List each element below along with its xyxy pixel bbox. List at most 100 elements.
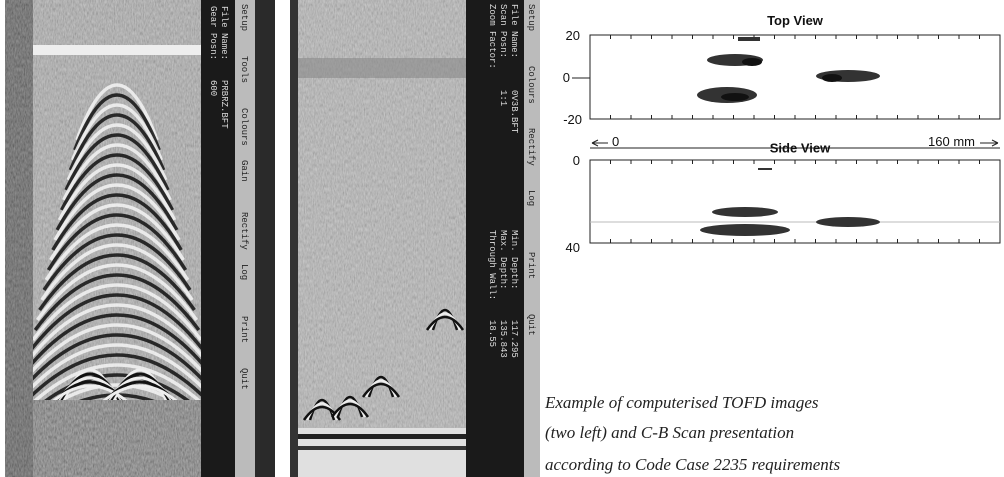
panel-label: Scan Posn: [498, 4, 508, 58]
panel-label: File Name: [509, 4, 519, 58]
y-label: 40 [566, 240, 580, 255]
top-view-frame [589, 34, 1001, 120]
side-view-frame [589, 159, 1001, 244]
menu-item: Log [239, 264, 249, 280]
menu-item: Setup [239, 4, 249, 31]
y-label: 0 [573, 153, 580, 168]
top-view-title: Top View [767, 13, 824, 28]
menu-item: Gain [239, 160, 249, 182]
arc [57, 163, 177, 221]
panel-label: File Name: [219, 6, 229, 60]
arc [33, 343, 201, 389]
arc [35, 263, 199, 322]
arc [38, 253, 196, 312]
arc [55, 173, 179, 231]
arc [431, 308, 459, 331]
arc [33, 273, 201, 332]
arc [104, 372, 176, 411]
arc [75, 83, 159, 141]
menu-item: Quit [239, 368, 249, 390]
scan-border [290, 0, 298, 477]
lateral-wave [33, 45, 201, 55]
arc [108, 368, 172, 411]
arc [308, 398, 336, 421]
arc [361, 382, 401, 398]
caption-line: Example of computerised TOFD images [544, 393, 819, 412]
arc [42, 233, 192, 291]
arc [33, 293, 201, 351]
panel-value: 18.55 [487, 320, 497, 347]
menu-item: Tools [239, 56, 249, 83]
arc [33, 303, 201, 358]
arc [68, 113, 166, 171]
panel-value: 1:1 [498, 90, 508, 106]
arc [60, 153, 174, 211]
x-label: 160 mm [928, 134, 975, 149]
panel-label: Max. Depth: [498, 230, 508, 289]
caption-line: according to Code Case 2235 requirements [545, 455, 840, 474]
tofd-scan-2: File Name:Scan Posn:Zoom Factor: 0V3B.BFT… [290, 0, 540, 477]
arc [425, 315, 465, 331]
panel-value: PRBRZ.BFT [219, 80, 229, 129]
menu-bar [524, 0, 540, 477]
backwall-line [298, 434, 466, 439]
indications [697, 37, 880, 236]
arc [46, 213, 188, 271]
arc [49, 203, 185, 261]
arc [53, 183, 181, 241]
panel-label: Gear Posn: [208, 6, 218, 60]
cb-scan: Top View Side View 20 0 -20 0 40 0 160 m… [563, 13, 1001, 255]
side-view-title: Side View [770, 140, 831, 155]
menu: Setup Tools Colours Gain Rectify Log Print Quit [239, 4, 249, 390]
panel-label: Through Wall: [487, 230, 497, 300]
y-label: 0 [563, 70, 570, 85]
arc [333, 399, 367, 418]
menu: Setup Colours Rectify Log Print Quit [526, 4, 536, 336]
arc [428, 312, 462, 331]
menu-item: Setup [526, 4, 536, 31]
backwall-line [298, 446, 466, 450]
menu-item: Log [526, 190, 536, 206]
arc [33, 353, 201, 397]
axis-arrows [591, 139, 999, 147]
tofd-scan-1: File Name: Gear Posn: PRBRZ.BFT 600 Setu… [5, 0, 275, 477]
arc [33, 363, 201, 406]
caption-line: (two left) and C-B Scan presentation [545, 423, 794, 442]
arc [367, 375, 395, 398]
menu-item: Colours [239, 108, 249, 146]
diffraction-arcs [302, 308, 465, 421]
arc [364, 379, 398, 398]
arc [33, 313, 201, 366]
arc [51, 193, 183, 251]
menu-bar [235, 0, 255, 477]
info-panel [466, 0, 524, 477]
scan-border-noise [5, 0, 33, 477]
arc [62, 143, 172, 201]
ticks [589, 35, 1001, 243]
scan-noise [298, 0, 466, 477]
scan-edge [255, 0, 275, 477]
arc [33, 283, 201, 342]
y-label: 20 [566, 28, 580, 43]
arc [33, 323, 201, 373]
arc [40, 243, 194, 301]
panel-value: 0V3B.BFT [509, 90, 519, 134]
menu-item: Print [239, 316, 249, 343]
arc [66, 123, 168, 181]
panel-text: File Name:Scan Posn:Zoom Factor: 0V3B.BFT… [487, 4, 519, 358]
info-panel [201, 0, 235, 477]
lateral-wave [298, 58, 466, 78]
arc [336, 395, 364, 418]
panel-value: 600 [208, 80, 218, 96]
y-label: -20 [563, 112, 582, 127]
menu-item: Colours [526, 66, 536, 104]
menu-item: Rectify [239, 212, 249, 250]
menu-item: Rectify [526, 128, 536, 166]
arc [64, 133, 170, 191]
arc [70, 103, 164, 161]
arc [33, 333, 201, 381]
backwall-noise [33, 400, 201, 477]
panel-value: 117.295 [509, 320, 519, 358]
arc [330, 402, 370, 418]
